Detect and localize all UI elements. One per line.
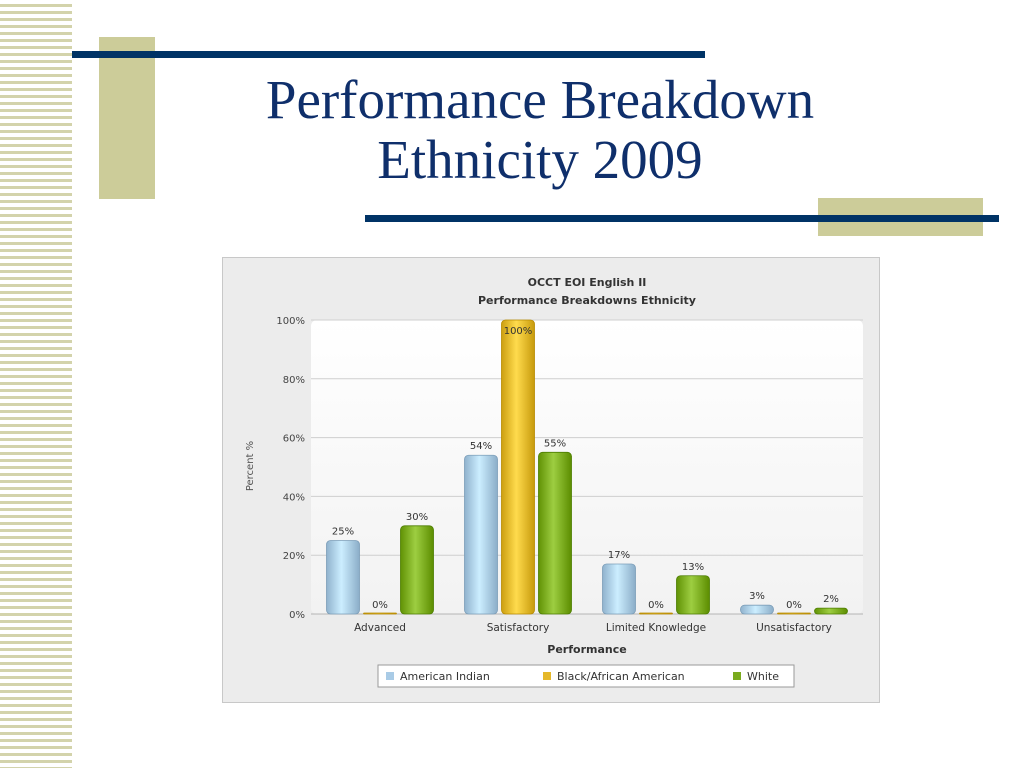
y-tick-label: 100% xyxy=(276,316,305,327)
x-tick-label: Unsatisfactory xyxy=(756,622,832,634)
bar-white-unsatisfactory xyxy=(814,607,848,615)
legend-label: Black/African American xyxy=(557,670,685,683)
bar-value-label: 30% xyxy=(406,512,428,523)
x-axis-label: Performance xyxy=(547,643,626,656)
chart-subtitle: Performance Breakdowns Ethnicity xyxy=(478,294,696,307)
slide-title-line-1: Performance Breakdown xyxy=(265,69,815,130)
bar-black-african-american-advanced xyxy=(363,612,397,615)
x-tick-label: Limited Knowledge xyxy=(606,622,706,634)
y-tick-label: 60% xyxy=(283,434,305,445)
title-rule-top xyxy=(72,51,705,58)
x-tick-label: Satisfactory xyxy=(487,622,550,634)
legend-label: American Indian xyxy=(400,670,490,683)
bar-value-label: 0% xyxy=(372,600,388,611)
bar-american-indian-advanced xyxy=(326,540,360,615)
legend-swatch xyxy=(386,672,394,680)
legend-swatch xyxy=(543,672,551,680)
plot-area xyxy=(311,320,863,614)
bar-value-label: 100% xyxy=(504,326,533,337)
y-tick-label: 40% xyxy=(283,492,305,503)
bar-value-label: 0% xyxy=(648,600,664,611)
legend-swatch xyxy=(733,672,741,680)
bar-value-label: 3% xyxy=(749,591,765,602)
title-rule-bottom xyxy=(365,215,999,222)
legend-box xyxy=(377,664,795,688)
slide-title-line-2: Ethnicity 2009 xyxy=(377,129,703,190)
bar-american-indian-satisfactory xyxy=(464,454,498,615)
slide-title: Performance Breakdown Ethnicity 2009 xyxy=(170,70,910,190)
x-tick-label: Advanced xyxy=(354,622,406,634)
chart-title: OCCT EOI English II xyxy=(528,276,647,289)
bar-american-indian-unsatisfactory xyxy=(740,604,774,615)
bar-black-african-american-satisfactory xyxy=(501,319,535,615)
bar-white-advanced xyxy=(400,525,434,615)
y-tick-label: 0% xyxy=(289,610,305,621)
bar-white-satisfactory xyxy=(538,451,572,615)
bar-chart: OCCT EOI English II Performance Breakdow… xyxy=(245,276,863,688)
legend: American Indian Black/African American Whi… xyxy=(377,664,795,688)
y-axis-label: Percent % xyxy=(245,441,256,491)
bar-white-limited-knowledge xyxy=(676,575,710,615)
bar-value-label: 13% xyxy=(682,562,704,573)
legend-label: White xyxy=(747,670,779,683)
bar-value-label: 55% xyxy=(544,438,566,449)
chart-frame: OCCT EOI English II Performance Breakdow… xyxy=(222,257,880,703)
bar-value-label: 2% xyxy=(823,594,839,605)
y-tick-label: 80% xyxy=(283,375,305,386)
bar-american-indian-limited-knowledge xyxy=(602,563,636,615)
bar-black-african-american-limited-knowledge xyxy=(639,612,673,615)
bar-value-label: 17% xyxy=(608,550,630,561)
bar-value-label: 0% xyxy=(786,600,802,611)
bar-value-label: 25% xyxy=(332,527,354,538)
bar-value-label: 54% xyxy=(470,441,492,452)
decorative-stripes xyxy=(0,0,72,768)
accent-block-left xyxy=(99,37,155,199)
y-tick-label: 20% xyxy=(283,551,305,562)
bar-black-african-american-unsatisfactory xyxy=(777,612,811,615)
